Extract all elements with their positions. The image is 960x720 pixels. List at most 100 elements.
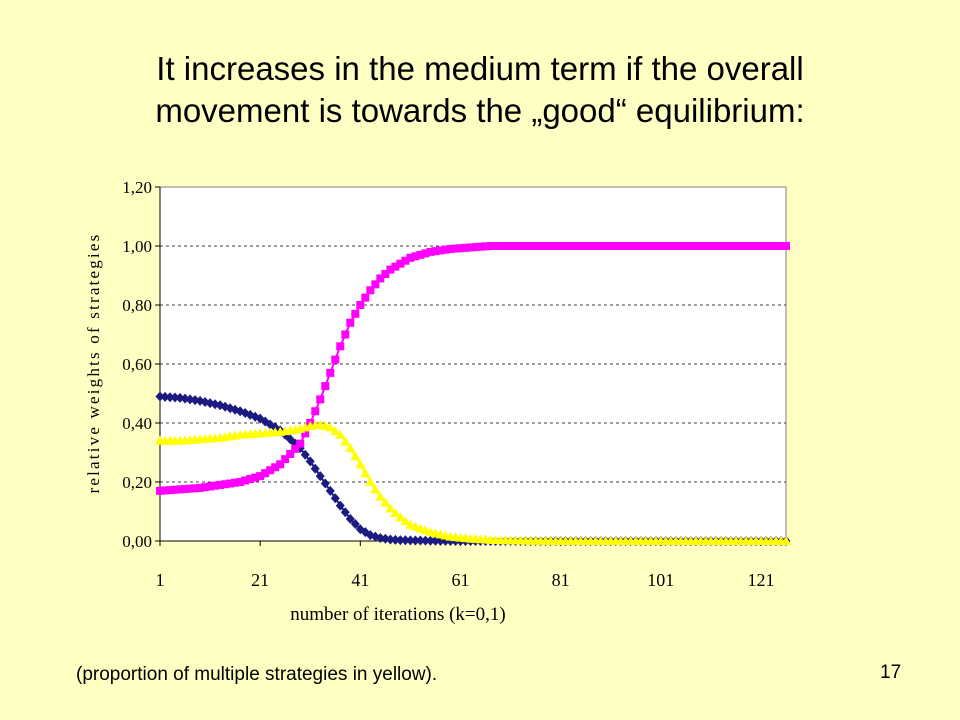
- series-1-marker: [406, 253, 415, 262]
- series-1-marker: [461, 243, 470, 252]
- series-1-marker: [346, 318, 355, 327]
- series-1-marker: [246, 475, 255, 484]
- series-1-marker: [446, 244, 455, 253]
- series-1-marker: [766, 242, 775, 250]
- series-1-marker: [351, 309, 360, 318]
- series-1-marker: [591, 242, 600, 250]
- y-tick-label: 0,80: [122, 296, 152, 315]
- series-0-marker: [300, 449, 310, 460]
- x-tick-label: 41: [351, 570, 369, 590]
- series-1-marker: [301, 429, 310, 438]
- series-1-marker: [561, 242, 570, 250]
- x-tick-label: 101: [647, 570, 674, 590]
- x-tick-label: 121: [747, 570, 774, 590]
- series-1-marker: [486, 242, 495, 250]
- series-1-marker: [526, 242, 535, 250]
- series-1-marker: [276, 460, 285, 469]
- series-1-marker: [191, 484, 200, 493]
- series-0-marker: [415, 535, 425, 546]
- series-1-marker: [366, 286, 375, 295]
- series-2-marker: [385, 503, 396, 513]
- series-1-marker: [296, 439, 305, 448]
- series-1-marker: [216, 480, 225, 489]
- x-tick-label: 1: [156, 570, 165, 590]
- series-1-marker: [251, 473, 260, 482]
- series-1-marker: [271, 463, 280, 472]
- series-1-marker: [171, 485, 180, 494]
- series-1-marker: [531, 242, 540, 250]
- series-0-marker: [305, 456, 315, 467]
- caption: (proportion of multiple strategies in ye…: [76, 664, 438, 685]
- series-1-marker: [386, 265, 395, 274]
- series-1-marker: [181, 485, 190, 494]
- series-1-marker: [261, 469, 270, 478]
- series-1-marker: [201, 483, 210, 492]
- y-tick-label: 1,00: [122, 237, 152, 256]
- series-1-marker: [761, 242, 770, 250]
- series-1-marker: [281, 455, 290, 464]
- series-1-marker: [611, 242, 620, 250]
- series-2-marker: [330, 426, 341, 436]
- series-2-marker: [335, 429, 346, 439]
- series-1-marker: [471, 243, 480, 252]
- series-1-marker: [566, 242, 575, 250]
- series-1-marker: [166, 486, 175, 495]
- series-1-marker: [256, 472, 265, 481]
- series-1-marker: [681, 242, 690, 250]
- series-1-marker: [601, 242, 610, 250]
- series-1-marker: [716, 242, 725, 250]
- series-0-marker: [340, 507, 350, 518]
- series-1-marker: [426, 247, 435, 256]
- series-1-marker: [336, 342, 345, 351]
- y-tick-label: 0,20: [122, 473, 152, 492]
- series-1-marker: [381, 270, 390, 279]
- series-1-marker: [736, 242, 745, 250]
- series-1-marker: [551, 242, 560, 250]
- series-1-marker: [321, 382, 330, 391]
- series-1-marker: [396, 259, 405, 268]
- series-1-marker: [726, 242, 735, 250]
- series-1-marker: [711, 242, 720, 250]
- series-0-marker: [250, 411, 260, 422]
- series-0-marker: [165, 392, 175, 403]
- series-1-marker: [161, 486, 170, 495]
- series-1-marker: [671, 242, 680, 250]
- series-1-marker: [616, 242, 625, 250]
- series-1-marker: [636, 242, 645, 250]
- series-1-marker: [511, 242, 520, 250]
- series-1-marker: [631, 242, 640, 250]
- series-1-marker: [311, 407, 320, 416]
- series-2-marker: [781, 536, 791, 545]
- y-tick-label: 0,00: [122, 532, 152, 551]
- series-0-marker: [160, 391, 170, 402]
- series-1-marker: [771, 242, 780, 250]
- series-1-marker: [221, 480, 230, 489]
- series-1-marker: [666, 242, 675, 250]
- series-1-marker: [326, 368, 335, 377]
- series-0-marker: [170, 392, 180, 403]
- series-1-marker: [606, 242, 615, 250]
- series-1-marker: [331, 355, 340, 364]
- series-1-marker: [456, 244, 465, 253]
- series-2-marker: [390, 507, 401, 517]
- series-1-marker: [586, 242, 595, 250]
- series-1-marker: [696, 242, 705, 250]
- series-1-marker: [421, 249, 430, 258]
- title-line-1: It increases in the medium term if the o…: [156, 50, 804, 87]
- series-1-marker: [356, 301, 365, 309]
- series-2-marker: [380, 497, 391, 507]
- series-1-marker: [776, 242, 785, 250]
- series-1-marker: [376, 274, 385, 283]
- series-1-marker: [226, 479, 235, 488]
- series-2-marker: [375, 491, 386, 501]
- series-1-marker: [436, 246, 445, 255]
- series-1-marker: [506, 242, 515, 250]
- series-2-marker: [360, 468, 371, 478]
- series-1-marker: [176, 485, 185, 494]
- series-1-marker: [481, 242, 490, 251]
- series-1-marker: [651, 242, 660, 250]
- series-1-marker: [496, 242, 505, 250]
- series-1-marker: [431, 247, 440, 256]
- x-axis-label: number of iterations (k=0,1): [290, 604, 505, 625]
